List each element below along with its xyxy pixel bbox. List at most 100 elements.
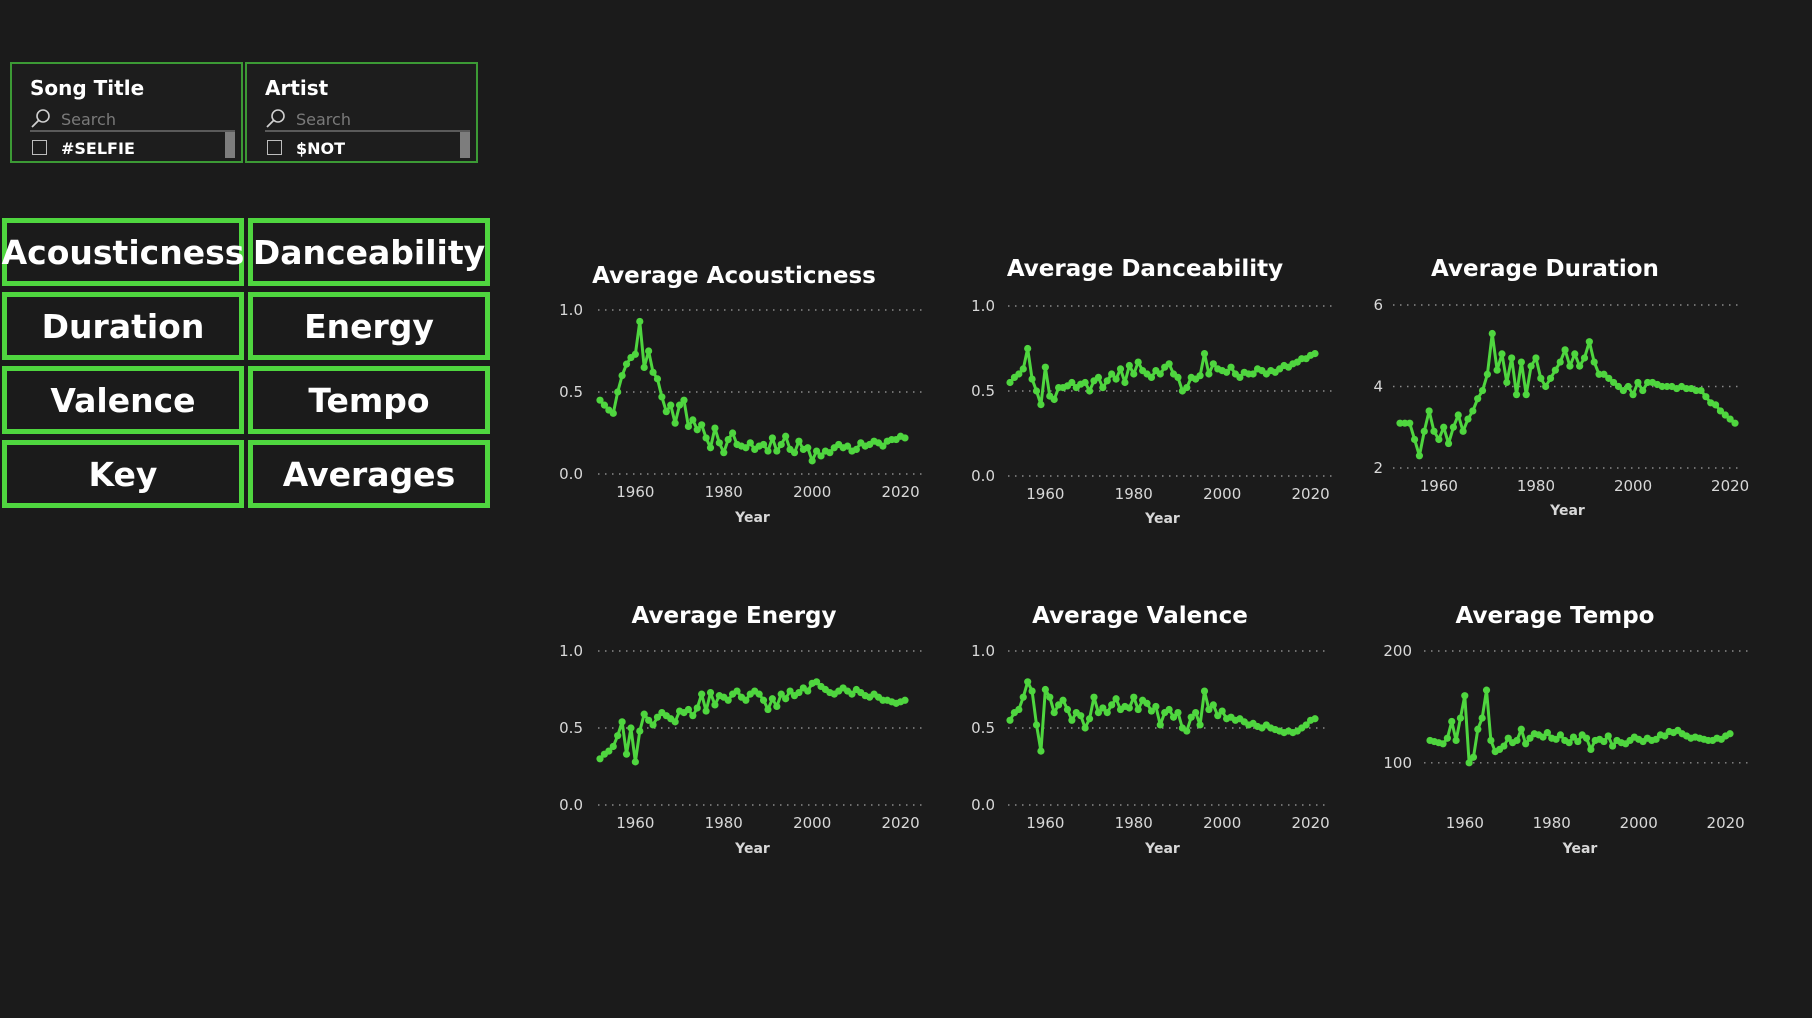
x-tick-label: 1980 xyxy=(1517,477,1555,495)
search-placeholder: Search xyxy=(296,110,351,129)
data-point xyxy=(1443,734,1451,742)
data-point xyxy=(1024,344,1032,353)
y-tick-label: 0.5 xyxy=(559,383,583,401)
data-point xyxy=(1509,739,1517,747)
data-point xyxy=(1108,701,1116,709)
search-input[interactable]: Search xyxy=(30,108,235,132)
data-point xyxy=(1010,709,1019,717)
data-point xyxy=(812,678,821,686)
y-tick-label: 0.0 xyxy=(971,467,995,485)
data-point xyxy=(1488,329,1496,338)
data-point xyxy=(1156,721,1164,729)
data-point xyxy=(1311,715,1319,723)
data-point xyxy=(1512,391,1521,399)
data-point xyxy=(1249,719,1257,727)
series-line xyxy=(598,319,906,463)
data-point xyxy=(640,710,648,718)
data-point xyxy=(1139,367,1147,375)
chart-title: Average Duration xyxy=(1431,256,1659,282)
data-point xyxy=(1474,395,1482,403)
data-point xyxy=(636,727,644,735)
data-point xyxy=(605,747,613,755)
averages-button[interactable]: Averages xyxy=(248,440,490,508)
x-axis-title: Year xyxy=(734,841,770,857)
data-point xyxy=(1648,378,1657,387)
data-point xyxy=(1280,729,1288,737)
data-point xyxy=(1465,759,1473,767)
list-item[interactable]: $NOT xyxy=(265,132,470,158)
data-point xyxy=(786,687,794,695)
data-point xyxy=(1227,363,1235,371)
data-point xyxy=(1121,378,1129,387)
data-point xyxy=(896,698,905,706)
data-point xyxy=(1513,736,1521,745)
series-line xyxy=(1008,680,1316,753)
data-point xyxy=(1183,727,1191,735)
data-point xyxy=(1262,370,1270,378)
data-point xyxy=(1072,384,1080,392)
data-point xyxy=(857,688,865,697)
data-point xyxy=(755,690,763,698)
data-point xyxy=(1687,734,1695,742)
checkbox[interactable] xyxy=(267,140,282,155)
data-point xyxy=(711,701,719,709)
data-point xyxy=(1258,724,1266,732)
data-point xyxy=(1094,373,1103,381)
data-point xyxy=(1448,717,1456,726)
data-point xyxy=(653,375,662,383)
chart-title: Average Valence xyxy=(1032,603,1248,629)
data-point xyxy=(1495,745,1504,754)
data-point xyxy=(1444,439,1453,448)
data-point xyxy=(1006,716,1014,724)
key-button[interactable]: Key xyxy=(2,440,244,508)
data-point xyxy=(1552,735,1560,743)
search-input[interactable]: Search xyxy=(265,108,470,132)
data-point xyxy=(1187,713,1195,721)
x-tick-label: 2000 xyxy=(1203,814,1241,832)
data-point xyxy=(1653,380,1661,389)
list-item[interactable]: #SELFIE xyxy=(30,132,235,158)
data-point xyxy=(1147,373,1156,381)
data-point xyxy=(830,690,838,698)
data-point xyxy=(675,401,684,409)
energy-button[interactable]: Energy xyxy=(248,292,490,360)
data-point xyxy=(720,449,728,457)
acousticness-button[interactable]: Acousticness xyxy=(2,218,244,286)
valence-button[interactable]: Valence xyxy=(2,366,244,434)
data-point xyxy=(1622,740,1630,748)
data-point xyxy=(1298,724,1306,732)
data-point xyxy=(653,713,662,721)
scrollbar[interactable] xyxy=(225,132,235,158)
y-tick-label: 200 xyxy=(1383,642,1412,660)
data-point xyxy=(1704,736,1712,745)
data-point xyxy=(901,434,909,442)
data-point xyxy=(1143,699,1151,707)
data-point xyxy=(662,712,670,720)
tempo-button[interactable]: Tempo xyxy=(248,366,490,434)
data-point xyxy=(1094,709,1103,717)
data-point xyxy=(622,750,631,758)
data-point xyxy=(1028,687,1036,695)
duration-button[interactable]: Duration xyxy=(2,292,244,360)
data-point xyxy=(720,693,728,701)
data-point xyxy=(742,696,750,704)
data-point xyxy=(667,401,675,409)
data-point xyxy=(866,440,874,449)
data-point xyxy=(1561,346,1569,354)
data-point xyxy=(839,684,847,692)
checkbox[interactable] xyxy=(32,140,47,155)
data-point xyxy=(698,690,706,698)
data-point xyxy=(671,419,679,427)
data-point xyxy=(1214,365,1222,373)
data-point xyxy=(1542,382,1550,391)
data-point xyxy=(1561,736,1569,745)
danceability-button[interactable]: Danceability xyxy=(248,218,490,286)
data-point xyxy=(764,447,772,455)
data-point xyxy=(1629,391,1637,399)
data-point xyxy=(1469,753,1478,761)
data-point xyxy=(618,718,626,726)
data-point xyxy=(1565,739,1573,747)
data-point xyxy=(1063,382,1072,390)
scrollbar[interactable] xyxy=(460,132,470,158)
data-point xyxy=(1253,722,1262,731)
